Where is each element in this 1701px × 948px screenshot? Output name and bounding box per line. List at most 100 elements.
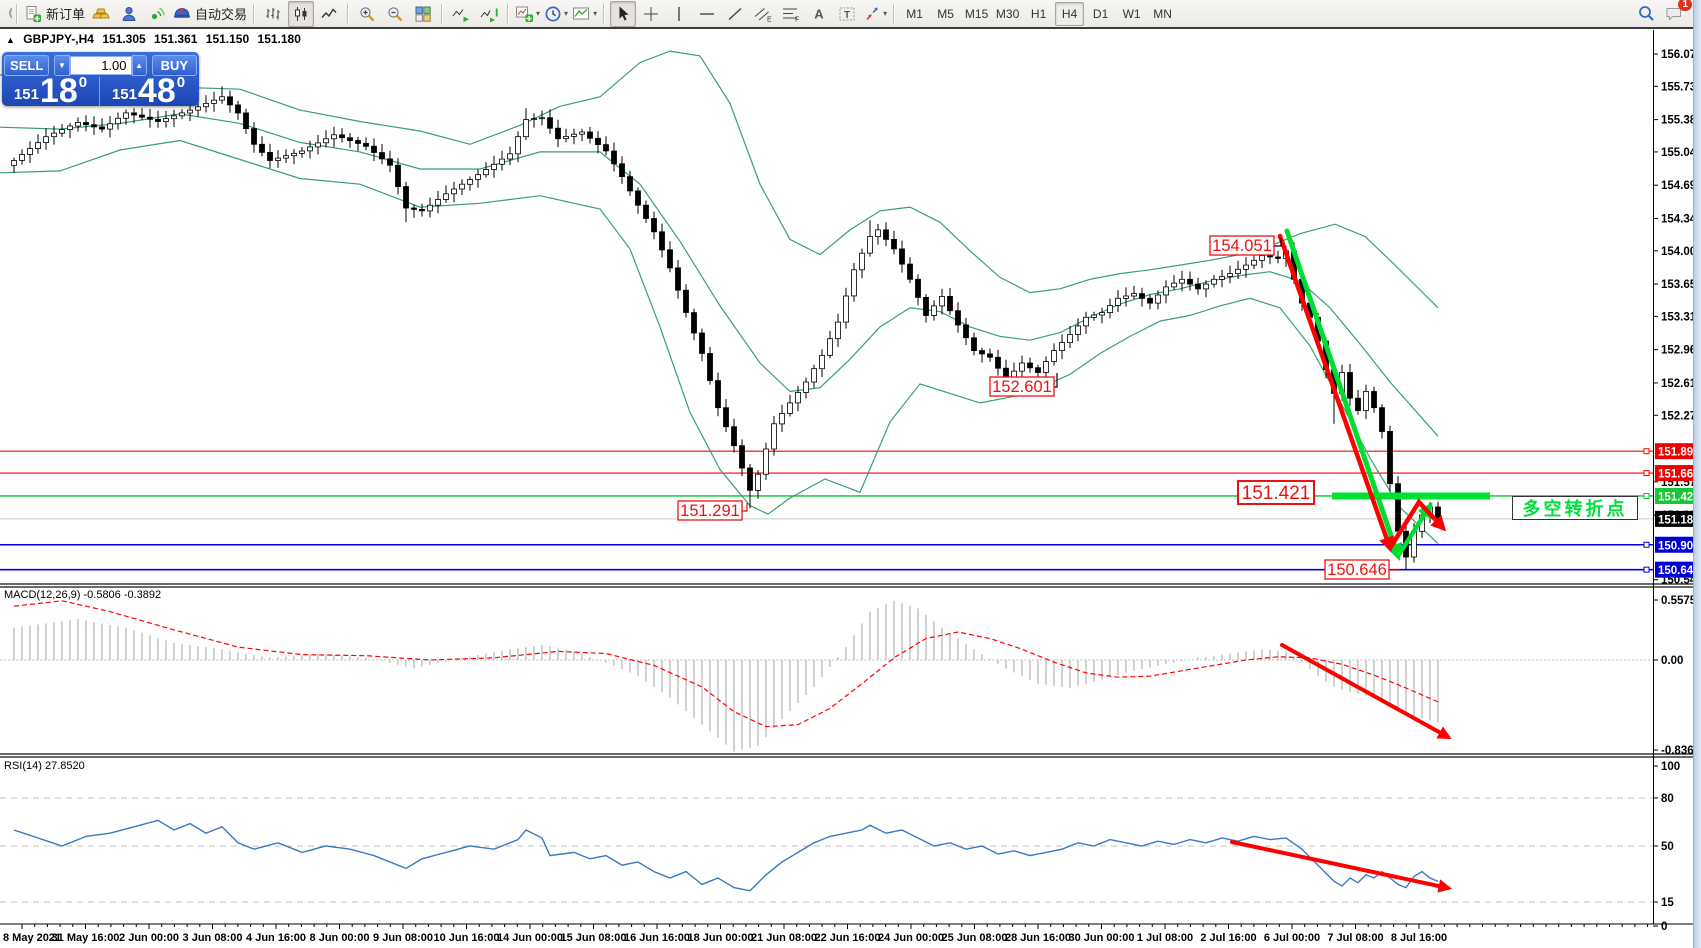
timeframe-mn[interactable]: MN bbox=[1153, 6, 1172, 21]
auto-scroll-button[interactable] bbox=[448, 1, 474, 27]
text-label-tool-button[interactable]: T bbox=[834, 1, 860, 27]
candle-body bbox=[539, 117, 545, 120]
timeframe-d1[interactable]: D1 bbox=[1092, 6, 1109, 21]
candle-body bbox=[427, 204, 433, 212]
candle-body bbox=[235, 104, 241, 114]
candle-body bbox=[843, 295, 849, 323]
candle-body bbox=[931, 305, 937, 316]
price-label-text: 151.180 bbox=[1658, 514, 1700, 526]
indicators-button[interactable]: ▾ bbox=[514, 1, 541, 27]
candle-body bbox=[379, 152, 385, 160]
timeframe-m5[interactable]: M5 bbox=[937, 6, 954, 21]
timeframe-m1[interactable]: M1 bbox=[906, 6, 923, 21]
green-bounce-arrow bbox=[1395, 502, 1433, 559]
candle-body bbox=[1187, 278, 1193, 285]
time-tick-label: 24 Jun 00:00 bbox=[878, 932, 944, 944]
price-label-box bbox=[1655, 487, 1701, 504]
candle-body bbox=[1387, 430, 1393, 485]
volume-down-button[interactable]: ▼ bbox=[54, 55, 70, 76]
volume-up-button[interactable]: ▲ bbox=[131, 55, 147, 76]
gold-bars-icon bbox=[92, 8, 110, 18]
line-chart-button[interactable] bbox=[316, 1, 342, 27]
candle-body bbox=[147, 116, 153, 120]
sell-button[interactable]: SELL bbox=[4, 55, 50, 76]
vertical-line-tool-button[interactable] bbox=[666, 1, 692, 27]
candle-body bbox=[683, 289, 689, 313]
chart-shift-button[interactable] bbox=[476, 1, 502, 27]
market-watch-button[interactable] bbox=[116, 1, 142, 27]
candle-body bbox=[819, 354, 825, 370]
candle-body bbox=[1019, 362, 1025, 372]
volume-input[interactable] bbox=[69, 56, 132, 75]
candle-body bbox=[787, 402, 793, 414]
arrows-tool-button[interactable]: ▾ bbox=[862, 1, 888, 27]
channel-tool-button[interactable]: E bbox=[750, 1, 776, 27]
timeframe-h1[interactable]: H1 bbox=[1030, 6, 1047, 21]
fibonacci-tool-button[interactable]: F bbox=[778, 1, 804, 27]
bar-chart-button[interactable] bbox=[260, 1, 286, 27]
red-bounce-arrow bbox=[1387, 498, 1447, 551]
time-tick-label: 3 Jun 08:00 bbox=[183, 932, 243, 944]
price-label-text: 150.646 bbox=[1658, 565, 1700, 577]
notifications-button[interactable]: 1 bbox=[1661, 0, 1692, 27]
gold-symbols-button[interactable] bbox=[88, 1, 114, 27]
hline-handle bbox=[1643, 470, 1650, 477]
time-tick-label: 6 Jul 00:00 bbox=[1264, 932, 1320, 944]
price-tick-label: 150.540 bbox=[1661, 575, 1701, 587]
price-label-box bbox=[1655, 561, 1701, 578]
candle-body bbox=[59, 129, 65, 134]
trendline-tool-button[interactable] bbox=[722, 1, 748, 27]
crosshair-tool-button[interactable] bbox=[638, 1, 664, 27]
collapse-arrow-icon[interactable]: ▲ bbox=[6, 35, 15, 45]
macd-down-arrow bbox=[1280, 643, 1452, 739]
hline-handle bbox=[1643, 492, 1650, 499]
fibonacci-icon: F bbox=[783, 8, 799, 23]
buy-button[interactable]: BUY bbox=[151, 55, 197, 76]
text-tool-button[interactable]: A bbox=[806, 1, 832, 27]
price-tick-label: 155.730 bbox=[1661, 81, 1701, 93]
timeframe-h4[interactable]: H4 bbox=[1055, 1, 1085, 26]
new-order-button[interactable]: 新订单 bbox=[23, 1, 86, 27]
auto-trading-button[interactable]: 自动交易 bbox=[172, 1, 248, 27]
signals-button[interactable] bbox=[144, 1, 170, 27]
price-tick-label: 154.000 bbox=[1661, 246, 1701, 258]
zoom-in-button[interactable] bbox=[354, 1, 380, 27]
horizontal-line-tool-button[interactable] bbox=[694, 1, 720, 27]
sell-price-big: 18 bbox=[39, 72, 78, 110]
hline-handle bbox=[1643, 566, 1650, 573]
candle-body bbox=[579, 131, 585, 135]
price-tick-label: 153.650 bbox=[1661, 279, 1701, 291]
symbol-ohlc-bar: ▲ GBPJPY-,H4 151.305 151.361 151.150 151… bbox=[6, 32, 306, 46]
clipped-chart-icon[interactable] bbox=[2, 4, 12, 24]
buy-price[interactable]: 151 48 0 bbox=[100, 74, 197, 108]
rsi-line bbox=[13, 819, 1439, 892]
candle-body bbox=[43, 136, 49, 143]
candle-body bbox=[875, 229, 881, 237]
candle-body bbox=[803, 381, 809, 393]
candle-body bbox=[443, 193, 449, 200]
time-tick-label: 18 Jun 00:00 bbox=[687, 932, 753, 944]
price-tick-label: 154.340 bbox=[1661, 213, 1701, 225]
timeframe-m15[interactable]: M15 bbox=[964, 6, 989, 21]
tile-windows-button[interactable] bbox=[410, 1, 436, 27]
periods-button[interactable]: ▾ bbox=[543, 1, 569, 27]
search-button[interactable] bbox=[1633, 1, 1659, 27]
candle-body bbox=[195, 106, 201, 111]
timeframe-w1[interactable]: W1 bbox=[1122, 6, 1141, 21]
time-tick-label: 4 Jun 16:00 bbox=[246, 932, 306, 944]
timeframe-m30[interactable]: M30 bbox=[995, 6, 1020, 21]
candle-body bbox=[763, 448, 769, 475]
cursor-tool-button[interactable] bbox=[610, 0, 637, 27]
zoom-out-button[interactable] bbox=[382, 1, 408, 27]
sell-price[interactable]: 151 18 0 bbox=[2, 72, 100, 110]
candlestick-chart-button[interactable] bbox=[288, 0, 315, 27]
hline-handle bbox=[1643, 448, 1650, 455]
price-annotation-text: 151.421 bbox=[1242, 483, 1311, 504]
candle-body bbox=[1203, 283, 1209, 290]
candle-body bbox=[779, 412, 785, 425]
candle-body bbox=[1035, 367, 1041, 373]
macd-label: MACD(12,26,9) -0.5806 -0.3892 bbox=[4, 589, 162, 601]
candle-body bbox=[35, 142, 41, 149]
templates-button[interactable]: ▾ bbox=[571, 1, 598, 27]
